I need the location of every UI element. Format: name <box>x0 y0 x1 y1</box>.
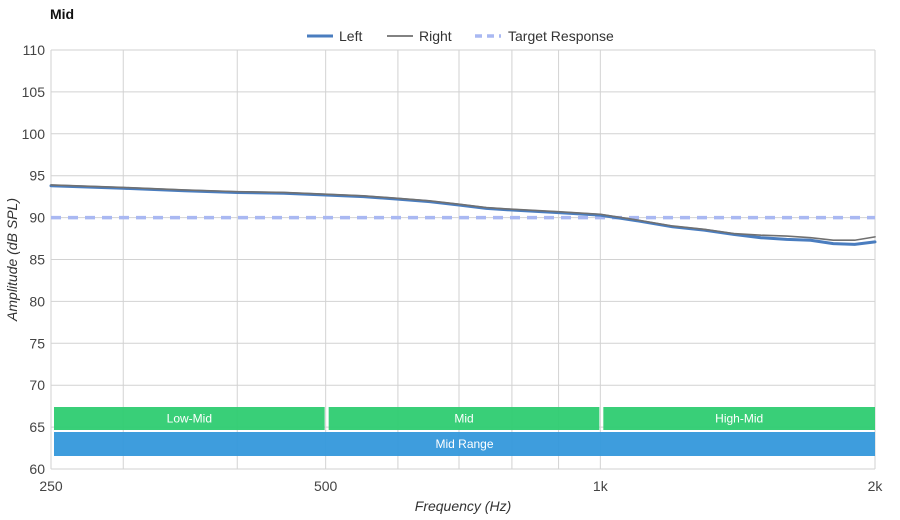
band-mid-range <box>54 432 875 456</box>
frequency-bands: Low-Mid Mid High-Mid Mid Range <box>54 407 875 456</box>
band-label: High-Mid <box>715 412 763 426</box>
y-tick-label: 60 <box>29 461 45 477</box>
y-tick-label: 65 <box>29 419 45 435</box>
series-line-left <box>49 184 877 246</box>
band-label: Mid Range <box>435 437 493 451</box>
grid <box>50 49 876 470</box>
y-tick-label: 85 <box>29 252 45 268</box>
legend: Left Right Target Response <box>307 28 614 44</box>
x-axis-ticks: 250 500 1k 2k <box>39 478 883 494</box>
y-axis-title: Amplitude (dB SPL) <box>4 198 20 322</box>
x-tick-label: 2k <box>868 478 884 494</box>
x-tick-label: 500 <box>314 478 338 494</box>
band-low-mid <box>54 407 325 430</box>
series-line-right <box>50 184 876 242</box>
y-axis-ticks: 60 65 70 75 80 85 90 95 100 105 110 <box>22 42 46 477</box>
legend-label: Left <box>339 28 362 44</box>
legend-label: Target Response <box>508 28 614 44</box>
y-tick-label: 100 <box>22 126 46 142</box>
band-mid <box>328 407 600 430</box>
band-label: Low-Mid <box>167 412 212 426</box>
x-axis-title: Frequency (Hz) <box>415 498 511 514</box>
x-tick-label: 250 <box>39 478 63 494</box>
x-tick-label: 1k <box>593 478 609 494</box>
series <box>49 184 877 246</box>
y-tick-label: 90 <box>29 210 45 226</box>
chart-title: Mid <box>50 6 75 22</box>
band-high-mid <box>603 407 875 430</box>
y-tick-label: 80 <box>29 293 45 309</box>
y-tick-label: 75 <box>29 335 45 351</box>
legend-label: Right <box>419 28 452 44</box>
y-tick-label: 95 <box>29 168 45 184</box>
y-tick-label: 70 <box>29 377 45 393</box>
y-tick-label: 105 <box>22 84 46 100</box>
y-tick-label: 110 <box>23 42 46 58</box>
band-label: Mid <box>454 412 473 426</box>
